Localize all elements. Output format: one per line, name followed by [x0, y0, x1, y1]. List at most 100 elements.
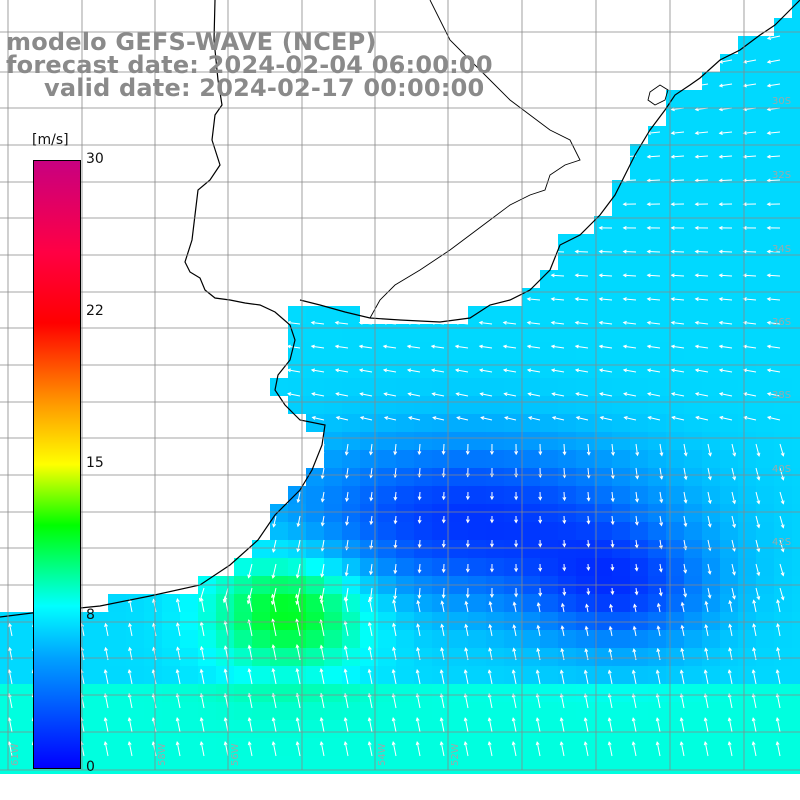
wind-speed-cell — [684, 504, 702, 522]
wind-speed-cell — [378, 738, 396, 756]
wind-speed-cell — [558, 360, 576, 378]
wind-speed-cell — [522, 288, 540, 306]
wind-speed-cell — [432, 360, 450, 378]
wind-speed-cell — [342, 594, 360, 612]
wind-speed-cell — [648, 594, 666, 612]
wind-speed-cell — [630, 594, 648, 612]
wind-speed-cell — [540, 684, 558, 702]
wind-speed-cell — [144, 594, 162, 612]
wind-speed-cell — [396, 666, 414, 684]
wind-arrow — [583, 693, 589, 709]
wind-speed-cell — [504, 756, 522, 774]
wind-arrow — [623, 415, 637, 421]
wind-speed-cell — [432, 738, 450, 756]
wind-arrow — [440, 600, 445, 613]
wind-arrow — [335, 416, 349, 421]
wind-speed-cell — [702, 216, 720, 234]
wind-speed-cell — [360, 396, 378, 414]
wind-arrow — [610, 587, 615, 596]
wind-speed-cell — [108, 720, 126, 738]
wind-speed-cell — [414, 540, 432, 558]
wind-speed-cell — [684, 720, 702, 738]
wind-speed-cell — [504, 720, 522, 738]
wind-speed-cell — [162, 756, 180, 774]
wind-arrow — [766, 368, 781, 373]
wind-speed-cell — [756, 540, 774, 558]
wind-speed-cell — [144, 666, 162, 684]
wind-speed-cell — [18, 720, 36, 738]
wind-arrow — [634, 539, 639, 549]
wind-speed-cell — [576, 396, 594, 414]
wind-arrow — [502, 368, 517, 373]
wind-speed-cell — [306, 486, 324, 504]
wind-speed-cell — [108, 630, 126, 648]
wind-speed-cell — [324, 684, 342, 702]
wind-speed-cell — [576, 288, 594, 306]
wind-speed-cell — [504, 360, 522, 378]
wind-speed-cell — [18, 666, 36, 684]
wind-speed-cell — [306, 666, 324, 684]
wind-speed-cell — [414, 756, 432, 774]
wind-arrow — [775, 693, 781, 709]
wind-arrow — [631, 717, 637, 733]
wind-speed-cell — [558, 234, 576, 252]
wind-speed-cell — [288, 396, 306, 414]
title-model: modelo GEFS-WAVE (NCEP) — [6, 28, 377, 56]
wind-speed-cell — [396, 486, 414, 504]
wind-speed-cell — [540, 648, 558, 666]
wind-arrow — [559, 717, 565, 733]
wind-speed-cell — [342, 612, 360, 630]
wind-arrow — [343, 668, 349, 685]
wind-arrow — [417, 491, 422, 501]
wind-speed-cell — [360, 594, 378, 612]
wind-speed-cell — [324, 486, 342, 504]
wind-speed-cell — [432, 684, 450, 702]
wind-speed-cell — [450, 666, 468, 684]
wind-speed-cell — [504, 324, 522, 342]
wind-speed-cell — [792, 666, 800, 684]
wind-arrow — [247, 741, 253, 757]
wind-arrow — [271, 667, 277, 685]
wind-arrow — [562, 515, 567, 525]
wind-speed-cell — [756, 504, 774, 522]
wind-arrow — [550, 297, 565, 302]
wind-speed-cell — [360, 378, 378, 396]
wind-speed-cell — [486, 360, 504, 378]
wind-speed-cell — [684, 666, 702, 684]
wind-speed-cell — [360, 522, 378, 540]
wind-speed-cell — [468, 414, 486, 432]
wind-speed-cell — [360, 450, 378, 468]
wind-speed-cell — [342, 342, 360, 360]
wind-arrow — [502, 320, 517, 325]
wind-speed-cell — [306, 540, 324, 558]
wind-speed-cell — [630, 360, 648, 378]
wind-speed-cell — [684, 432, 702, 450]
wind-speed-cell — [180, 702, 198, 720]
wind-speed-cell — [504, 504, 522, 522]
coastline — [0, 0, 800, 618]
wind-speed-cell — [612, 180, 630, 198]
wind-speed-cell — [396, 450, 414, 468]
wind-arrow — [465, 563, 470, 573]
wind-speed-cell — [522, 324, 540, 342]
wind-speed-cell — [756, 522, 774, 540]
wind-speed-cell — [522, 612, 540, 630]
wind-arrow — [635, 467, 640, 480]
wind-speed-cell — [288, 738, 306, 756]
wind-speed-cell — [648, 630, 666, 648]
wind-speed-cell — [540, 720, 558, 738]
wind-speed-cell — [756, 666, 774, 684]
wind-speed-cell — [432, 378, 450, 396]
wind-speed-cell — [558, 270, 576, 288]
wind-arrow — [151, 717, 157, 733]
wind-speed-cell — [522, 558, 540, 576]
wind-speed-cell — [648, 666, 666, 684]
wind-arrow — [175, 598, 181, 613]
wind-speed-cell — [630, 144, 648, 162]
wind-speed-cell — [432, 396, 450, 414]
wind-arrow — [731, 491, 737, 505]
wind-speed-cell — [486, 396, 504, 414]
wind-arrow — [562, 491, 567, 502]
wind-arrow — [511, 669, 517, 685]
